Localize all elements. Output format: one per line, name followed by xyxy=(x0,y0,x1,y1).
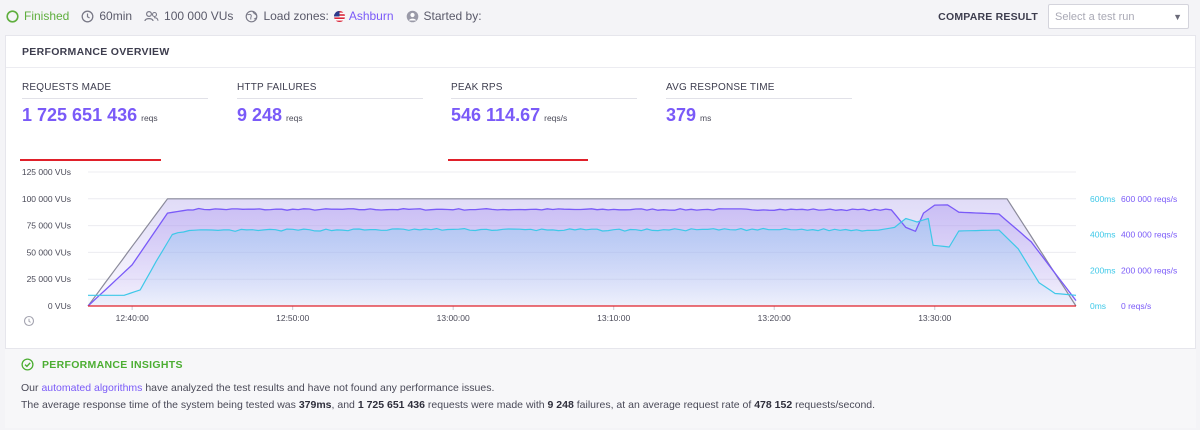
stat-unit: ms xyxy=(700,113,712,123)
stat-value: 546 114.67 reqs/s xyxy=(451,105,637,126)
finished-circle-icon xyxy=(6,9,19,23)
stat-unit: reqs xyxy=(286,113,303,123)
x-axis-tick-label: 13:20:00 xyxy=(758,313,791,323)
annotation-underline-peak-rps xyxy=(448,159,588,161)
compare-result: COMPARE RESULT Select a test run ▼ xyxy=(938,4,1189,29)
stat-label: PEAK RPS xyxy=(451,82,637,99)
user-icon xyxy=(406,10,418,22)
stats-row: REQUESTS MADE 1 725 651 436 reqs HTTP FAI… xyxy=(6,82,906,161)
insights-rate: 478 152 xyxy=(754,399,793,411)
x-axis-tick-label: 13:10:00 xyxy=(597,313,630,323)
stat-value: 9 248 reqs xyxy=(237,105,423,126)
requests-per-second-line xyxy=(87,204,1077,307)
response-time-line xyxy=(88,217,1077,296)
status-label: Finished xyxy=(24,9,70,23)
chart-reset-icon[interactable] xyxy=(23,315,35,327)
response-axis-tick-label: 600ms xyxy=(1090,194,1116,204)
stat-avg-response-time: AVG RESPONSE TIME 379 ms xyxy=(666,82,852,126)
stat-unit: reqs xyxy=(141,113,158,123)
y-axis-tick-label: 100 000 VUs xyxy=(22,194,71,204)
insights-text: , and xyxy=(331,399,355,411)
stat-requests-made: REQUESTS MADE 1 725 651 436 reqs xyxy=(22,82,208,126)
panel-title: PERFORMANCE OVERVIEW xyxy=(6,36,1195,68)
stat-http-failures: HTTP FAILURES 9 248 reqs xyxy=(237,82,423,126)
test-run-select-placeholder: Select a test run xyxy=(1055,10,1135,23)
started-by-label: Started by: xyxy=(423,9,482,23)
insights-avg-ms: 379ms xyxy=(298,399,332,411)
x-axis-tick-label: 12:40:00 xyxy=(116,313,149,323)
insights-text: have analyzed the test results and have … xyxy=(145,382,495,394)
rps-axis-tick-label: 0 reqs/s xyxy=(1121,301,1151,311)
insights-failures: 9 248 xyxy=(547,399,574,411)
y-axis-tick-label: 50 000 VUs xyxy=(27,247,71,257)
response-time-area xyxy=(88,218,1076,306)
load-zones: Load zones: Ashburn xyxy=(245,9,394,23)
rps-axis-tick-label: 400 000 reqs/s xyxy=(1121,230,1177,240)
y-axis-tick-label: 125 000 VUs xyxy=(22,167,71,177)
stat-label: REQUESTS MADE xyxy=(22,82,208,99)
insights-header: PERFORMANCE INSIGHTS xyxy=(21,358,1180,371)
automated-algorithms-link[interactable]: automated algorithms xyxy=(41,382,143,394)
insights-text: The average response time of the system … xyxy=(21,399,296,411)
response-axis-tick-label: 400ms xyxy=(1090,230,1116,240)
stat-peak-rps: PEAK RPS 546 114.67 reqs/s xyxy=(451,82,637,126)
stat-value: 379 ms xyxy=(666,105,852,126)
insights-text: Our xyxy=(21,382,39,394)
test-run-select[interactable]: Select a test run ▼ xyxy=(1048,4,1189,29)
insights-line-2: The average response time of the system … xyxy=(21,397,1180,414)
rps-axis-tick-label: 600 000 reqs/s xyxy=(1121,194,1177,204)
performance-insights: PERFORMANCE INSIGHTS Our automated algor… xyxy=(5,348,1196,428)
insights-line-1: Our automated algorithms have analyzed t… xyxy=(21,380,1180,397)
caret-down-icon: ▼ xyxy=(1173,11,1182,22)
http-failures-value: 9 248 xyxy=(237,105,283,125)
vus-line xyxy=(87,198,1077,307)
load-zone-link[interactable]: Ashburn xyxy=(348,9,394,23)
response-axis-tick-label: 200ms xyxy=(1090,265,1116,275)
avg-response-time-value: 379 xyxy=(666,105,697,125)
stat-unit: reqs/s xyxy=(544,113,568,123)
x-axis-tick-label: 12:50:00 xyxy=(276,313,309,323)
insights-text: failures, at an average request rate of xyxy=(576,399,752,411)
requests-made-value: 1 725 651 436 xyxy=(22,105,138,125)
insights-text: requests were made with xyxy=(427,399,545,411)
clock-icon xyxy=(81,10,94,22)
response-axis-tick-label: 0ms xyxy=(1090,301,1106,311)
x-axis-tick-label: 13:00:00 xyxy=(437,313,470,323)
y-axis-tick-label: 25 000 VUs xyxy=(27,274,71,284)
vus-label: 100 000 VUs xyxy=(164,9,234,23)
rps-axis-tick-label: 200 000 reqs/s xyxy=(1121,265,1177,275)
test-status-bar: Finished 60min 100 000 VUs Load zones: A… xyxy=(0,0,1200,32)
test-vus: 100 000 VUs xyxy=(144,9,233,23)
us-flag-icon xyxy=(333,10,345,22)
test-duration: 60min xyxy=(81,9,132,23)
insights-title: PERFORMANCE INSIGHTS xyxy=(42,358,183,371)
peak-rps-value: 546 114.67 xyxy=(451,105,541,125)
insights-total-requests: 1 725 651 436 xyxy=(357,399,425,411)
duration-label: 60min xyxy=(99,9,133,23)
performance-chart: 0 VUs 25 000 VUs 50 000 VUs 75 000 VUs 100 0… xyxy=(22,167,1177,327)
globe-icon xyxy=(246,10,258,22)
compare-result-label: COMPARE RESULT xyxy=(938,10,1038,23)
y-axis-tick-label: 0 VUs xyxy=(48,301,71,311)
insights-text: requests/second. xyxy=(795,399,876,411)
y-axis-tick-label: 75 000 VUs xyxy=(27,221,71,231)
load-zones-label: Load zones: xyxy=(263,9,329,23)
check-circle-icon xyxy=(21,358,34,371)
x-axis-tick-label: 13:30:00 xyxy=(918,313,951,323)
status-finished: Finished xyxy=(6,9,69,23)
users-icon xyxy=(144,10,159,21)
annotation-underline-requests xyxy=(20,159,161,161)
started-by: Started by: xyxy=(406,9,482,23)
stat-value: 1 725 651 436 reqs xyxy=(22,105,208,126)
stat-label: AVG RESPONSE TIME xyxy=(666,82,852,99)
stat-label: HTTP FAILURES xyxy=(237,82,423,99)
